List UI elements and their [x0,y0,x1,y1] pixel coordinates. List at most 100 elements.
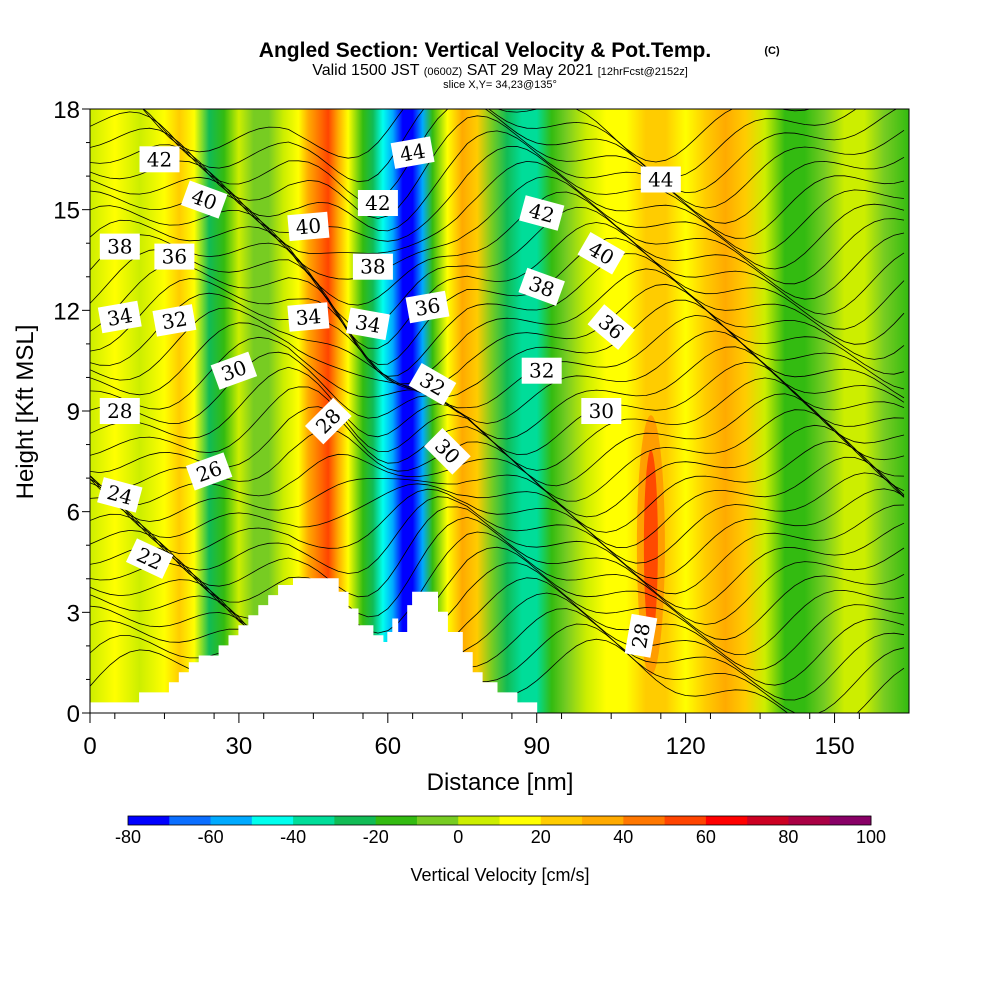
contour-label: 34 [287,302,330,332]
contour-label-box [180,180,228,219]
x-tick-label: 120 [666,733,706,760]
y-tick-label: 9 [67,399,80,426]
contour-label-box [390,136,435,169]
colorbar-tick-label: 0 [453,827,463,847]
theta-contour [90,191,905,306]
colorbar-segment [375,816,418,825]
contour-label: 38 [99,233,140,260]
contour-label: 24 [97,477,143,513]
contour-label: 34 [346,307,390,341]
colorbar-tick-label: 100 [856,827,886,847]
contour-label-text: 42 [147,147,172,171]
contour-label-text: 44 [398,139,427,167]
colorbar-frame [127,815,872,826]
contour-label-text: 34 [105,303,134,331]
x-axis-label: Distance [nm] [427,769,574,796]
theta-contour [90,330,905,424]
x-tick-label: 60 [374,733,401,760]
contour-label-text: 34 [353,310,382,338]
colorbar-tick-label: 80 [778,827,798,847]
theta-contour [90,206,905,329]
theta-contour [90,115,905,219]
x-tick-label: 90 [523,733,550,760]
theta-contour [90,237,905,365]
contour-label-box [304,397,352,445]
theta-contour [90,361,905,455]
contour-label-text: 38 [360,255,385,279]
colorbar-segment [334,816,377,825]
theta-contour [90,440,905,533]
theta-contour [90,592,905,698]
contour-label-text: 44 [648,168,673,192]
contour-label-text: 30 [589,399,614,423]
contour-label-box [587,304,635,350]
colorbar-tick-label: -20 [363,827,389,847]
contour-label-box [357,190,398,216]
velocity-field [90,109,909,713]
theta-contour [90,268,905,385]
theta-contour [90,222,905,349]
y-axis-label: Height [Kft MSL] [12,325,39,500]
contour-label: 32 [152,304,197,337]
contour-label-box [97,477,143,513]
contour-label-box [97,300,142,334]
theta-contour [90,562,905,657]
y-tick-label: 18 [53,97,80,124]
theta-contour [90,488,905,580]
colorbar-segment [293,816,335,825]
contour-label-box [287,211,330,242]
subtitle-date: SAT 29 May 2021 [467,62,594,79]
contour-label-text: 42 [365,191,390,215]
colorbar-tick-label: -60 [198,827,224,847]
colorbar-segment [747,816,789,825]
theta-contour [90,424,905,518]
x-tick-label: 150 [815,733,855,760]
contour-label-box [640,166,681,193]
title-block: Angled Section: Vertical Velocity & Pot.… [259,39,780,91]
contour-label: 32 [521,357,562,384]
colorbar-segment [664,816,707,825]
x-tick-label: 30 [226,733,253,760]
contour-label: 30 [581,398,622,424]
theta-contour [90,253,905,377]
subtitle-utc: (0600Z) [424,66,463,78]
contour-label: 44 [640,166,681,193]
contour-label-box [346,307,390,341]
contour-label-box [185,452,233,491]
x-tick-label: 0 [83,733,96,760]
colorbar-tick-label: -80 [115,827,141,847]
contour-label-text: 36 [413,293,442,321]
contour-label: 38 [518,267,565,306]
contour-label-box [99,398,140,424]
contour-label: 40 [287,211,330,242]
contour-label-box [154,243,195,270]
contour-label-box [408,362,457,406]
contour-label-box [521,357,562,384]
contour-label: 38 [352,253,393,280]
contour-label-text: 38 [107,235,132,259]
theta-contour [90,608,905,713]
colorbar-segment [582,816,624,825]
theta-contour [90,531,905,634]
contour-label-box [624,613,658,658]
colorbar-segment [829,816,872,825]
contour-label-text: 28 [627,621,655,650]
chart-title: Angled Section: Vertical Velocity & Pot.… [259,39,711,62]
theta-contour [142,109,812,163]
colorbar-segment [128,816,170,825]
chart-subtitle: Valid 1500 JST (0600Z) SAT 29 May 2021 [… [312,62,688,79]
colorbar-segment [499,816,542,825]
contour-label: 36 [154,243,195,270]
theta-contour [90,456,905,549]
theta-contour [90,145,905,242]
theta-contour [90,504,905,598]
colorbar-segment [251,816,294,825]
theta-contour [90,472,905,564]
contour-label: 36 [405,290,450,324]
colorbar-label: Vertical Velocity [cm/s] [410,865,589,885]
contour-label-text: 28 [107,399,132,423]
theta-contour [90,314,905,409]
theta-contour [90,377,905,471]
colorbar-tick-label: 40 [613,827,633,847]
